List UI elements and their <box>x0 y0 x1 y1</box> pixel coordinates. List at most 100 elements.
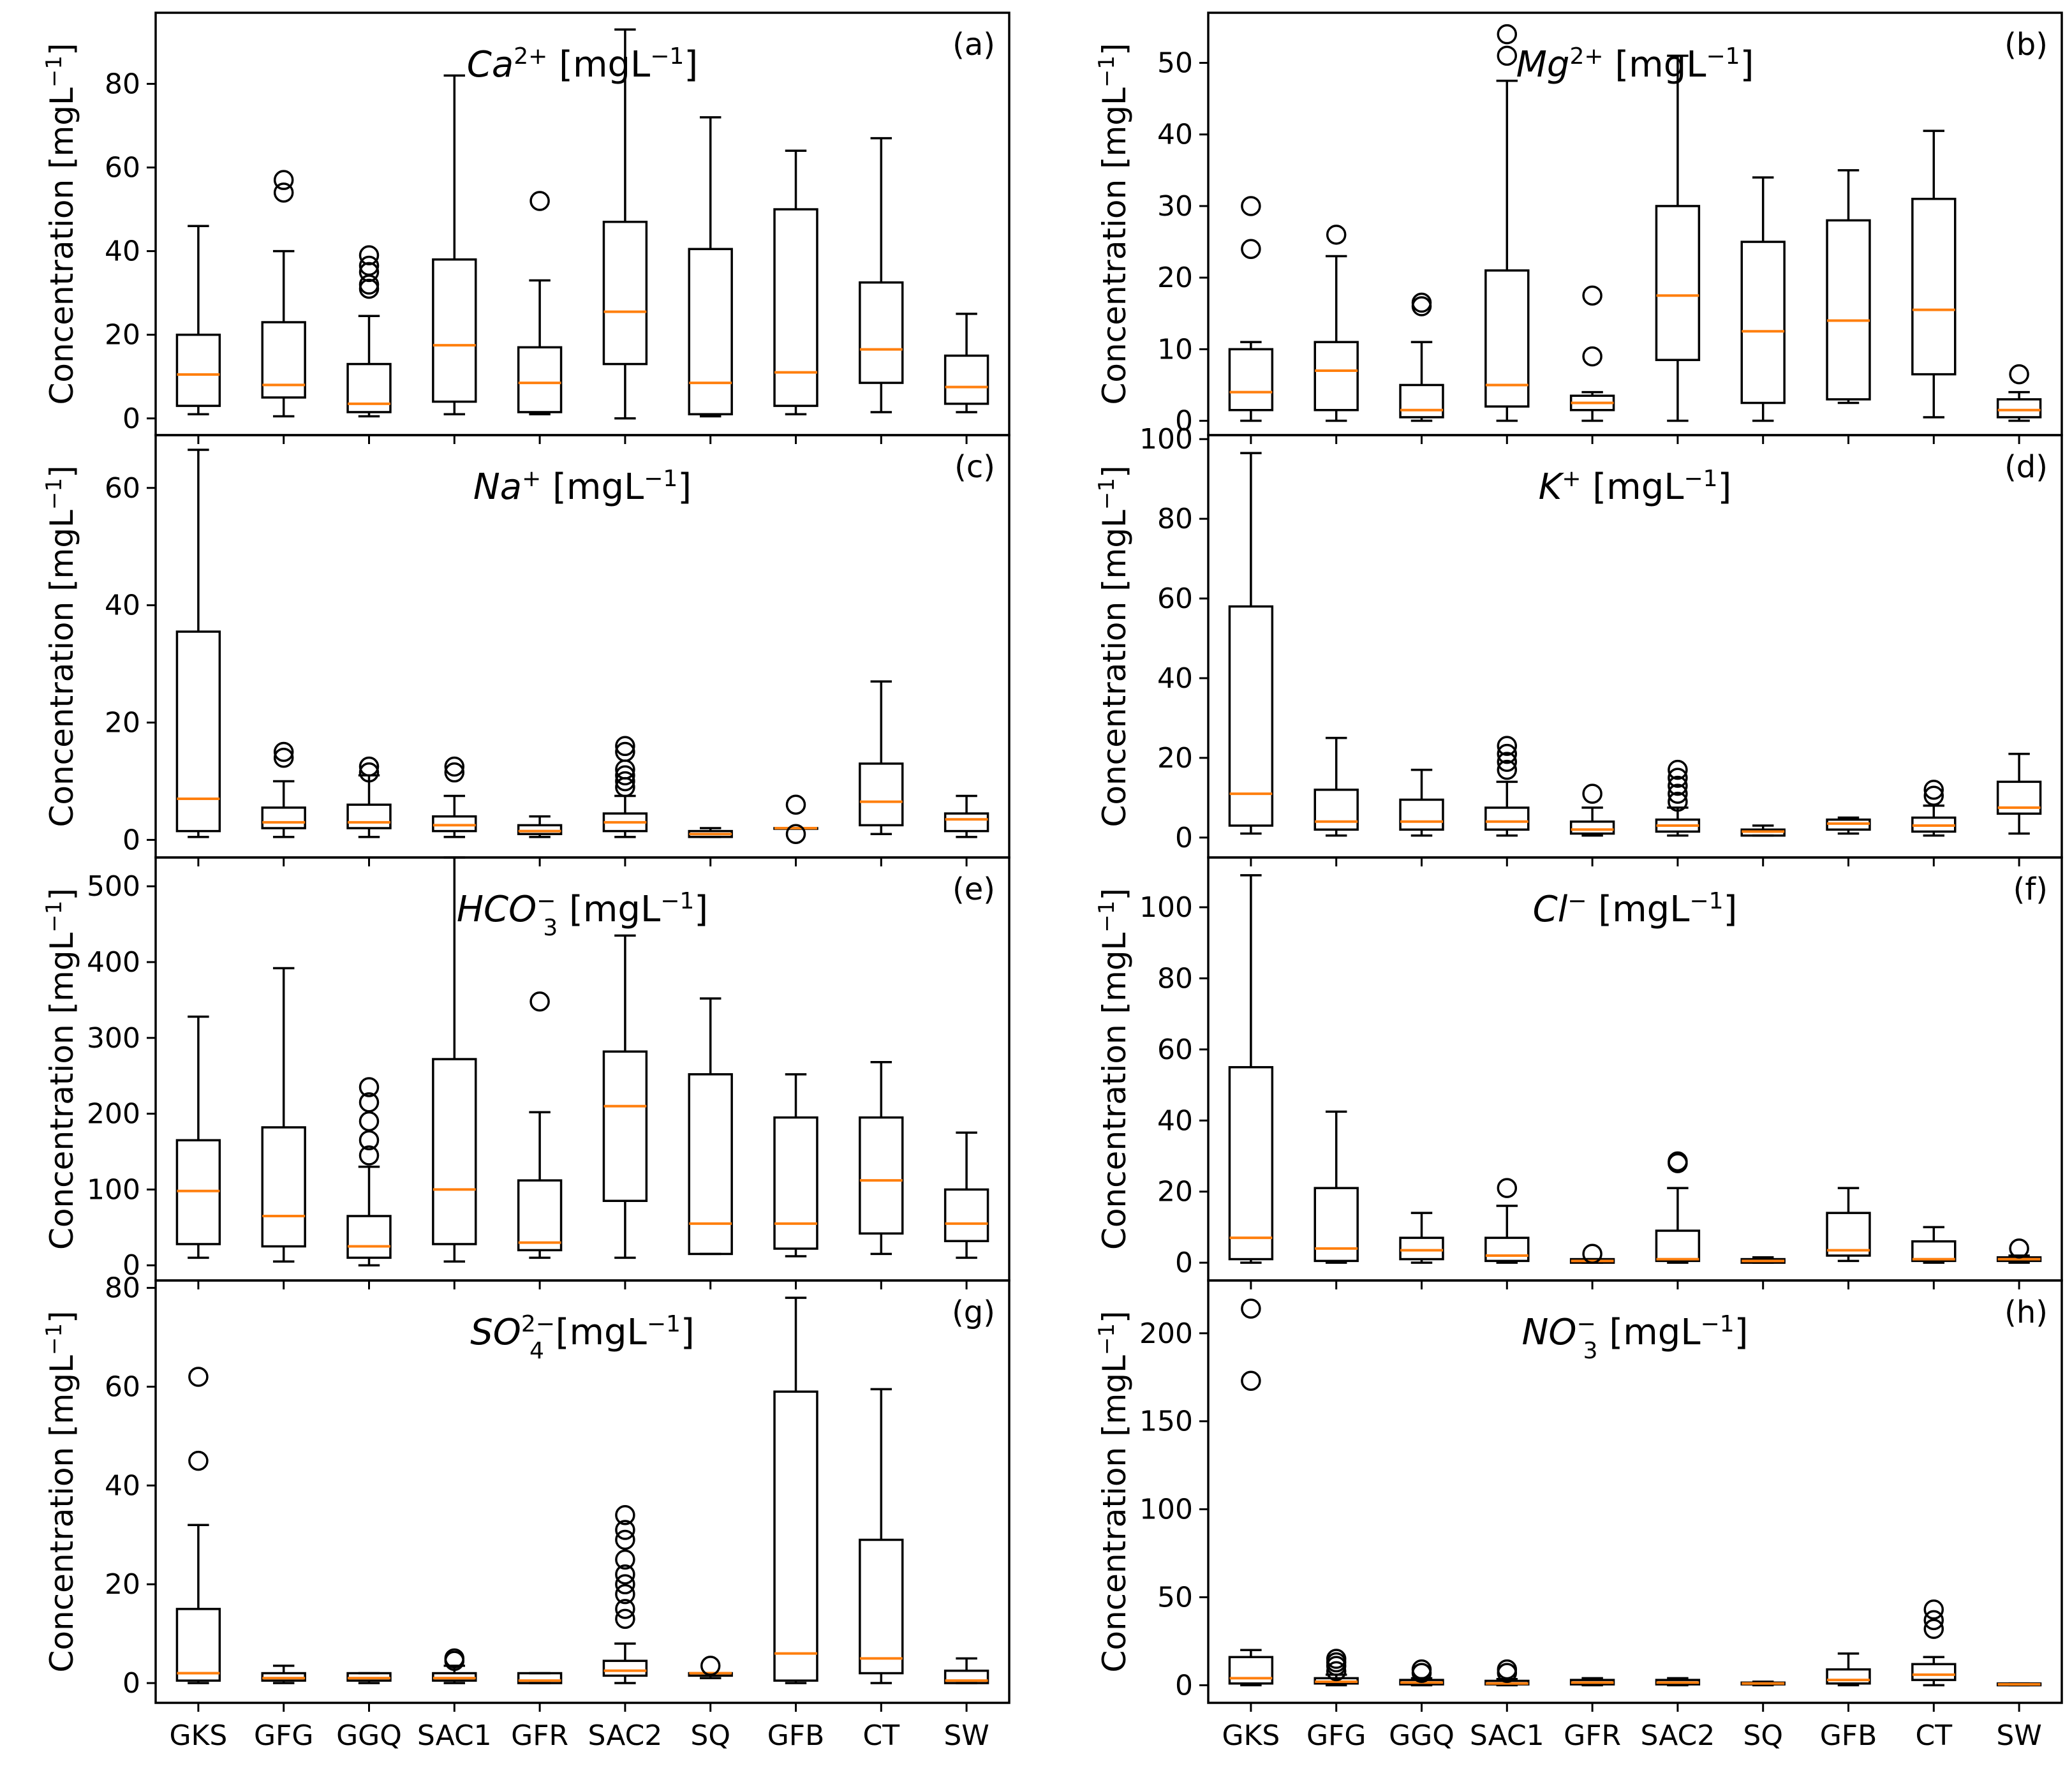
y-tick-label: 0 <box>122 824 140 856</box>
y-tick-label: 0 <box>1175 405 1193 438</box>
box-SW <box>1996 1682 2042 1687</box>
y-axis-label: Concentration [mgL−1] <box>1094 43 1133 404</box>
ion-charge: + <box>522 466 541 492</box>
box-iqr <box>688 1073 733 1256</box>
box-SW <box>944 794 989 838</box>
unit-main: [mgL <box>541 466 644 508</box>
box-iqr <box>944 1188 989 1242</box>
ion-charge: 2− <box>521 1311 555 1337</box>
box-iqr <box>773 1390 818 1682</box>
box-iqr <box>602 220 648 366</box>
box-SQ <box>688 827 733 838</box>
y-tick-label: 100 <box>1139 1494 1193 1526</box>
x-tick-label: GFR <box>511 1719 568 1752</box>
box-GFB <box>1826 1187 1871 1263</box>
box-GFG <box>261 741 306 838</box>
box-GFR <box>517 191 563 415</box>
unit-sup: −1 <box>1701 1311 1735 1337</box>
unit-sup: −1 <box>650 43 684 70</box>
flier-point <box>359 278 380 299</box>
y-tick-label: 200 <box>87 1098 140 1131</box>
unit-end: ] <box>1740 44 1754 85</box>
flier-point <box>1668 1151 1688 1172</box>
y-axis-label-main: Concentration [mgL <box>1096 87 1133 405</box>
panel-title: K+ [mgL−1] <box>1539 466 1732 508</box>
box-iqr <box>432 1058 477 1245</box>
box-iqr <box>517 346 563 413</box>
box-GFB <box>773 1296 818 1684</box>
unit-sup: −1 <box>1706 43 1740 70</box>
y-axis-label: Concentration [mgL−1] <box>1094 888 1133 1250</box>
flier-point <box>273 747 294 768</box>
box-CT <box>859 1388 904 1684</box>
flier-point <box>1497 752 1518 772</box>
flier-point <box>444 1648 465 1669</box>
panel-tag: (a) <box>952 27 995 63</box>
ion-symbol: Ca <box>467 44 514 85</box>
unit-main: [mgL <box>1587 889 1689 930</box>
box-GFG <box>261 967 306 1263</box>
flier-point <box>785 794 806 815</box>
box-iqr <box>346 1215 392 1259</box>
flier-point <box>1668 783 1688 804</box>
box-GFG <box>1314 1649 1359 1687</box>
box-iqr <box>175 630 221 833</box>
flier-point <box>615 1505 635 1525</box>
box-iqr <box>1911 1240 1957 1263</box>
flier-point <box>188 1367 209 1387</box>
flier-point <box>1582 1243 1602 1264</box>
flier-point <box>1923 1599 1944 1620</box>
x-tick-label: CT <box>862 1719 899 1752</box>
y-tick-label: 80 <box>105 68 140 100</box>
box-GFR <box>1569 1243 1615 1264</box>
box-GGQ <box>346 245 392 418</box>
box-CT <box>1911 1599 1957 1687</box>
flier-point <box>1923 780 1944 800</box>
y-tick-label: 200 <box>1139 1317 1193 1350</box>
flier-point <box>1668 768 1688 788</box>
box-GFB <box>1826 169 1871 404</box>
x-tick-label: SQ <box>690 1719 730 1752</box>
box-iqr <box>1314 341 1359 412</box>
flier-point <box>273 170 294 190</box>
box-SAC1 <box>1484 1659 1530 1687</box>
x-tick-label: SQ <box>1743 1719 1783 1752</box>
box-GGQ <box>346 756 392 838</box>
y-tick-label: 50 <box>1157 47 1193 80</box>
box-CT <box>1911 1226 1957 1264</box>
flier-point <box>1923 785 1944 806</box>
box-iqr <box>688 248 733 415</box>
x-tick-label: SAC1 <box>417 1719 492 1752</box>
box-SAC1 <box>1484 736 1530 837</box>
y-tick-label: 40 <box>105 235 140 268</box>
box-GKS <box>1228 196 1274 422</box>
flier-point <box>2009 1238 2029 1259</box>
box-iqr <box>1399 1236 1444 1261</box>
box-SAC2 <box>1655 1151 1701 1264</box>
panel-title: Na+ [mgL−1] <box>473 466 692 508</box>
flier-point <box>1668 791 1688 812</box>
y-tick-label: 100 <box>1139 423 1193 456</box>
box-SAC2 <box>602 736 648 838</box>
flier-point <box>444 762 465 783</box>
y-tick-label: 100 <box>1139 891 1193 924</box>
flier-point <box>615 1608 635 1629</box>
flier-point <box>1241 239 1261 260</box>
x-tick-label: GFG <box>1306 1719 1366 1752</box>
box-iqr <box>1484 269 1530 408</box>
flier-point <box>1326 1649 1347 1669</box>
box-GKS <box>1228 874 1274 1264</box>
flier-point <box>2009 364 2029 385</box>
flier-point <box>1497 736 1518 756</box>
box-SAC2 <box>602 28 648 420</box>
flier-point <box>1497 45 1518 66</box>
box-iqr <box>859 1116 904 1235</box>
box-SQ <box>1740 1681 1786 1687</box>
box-SQ <box>1740 1256 1786 1264</box>
flier-point <box>1668 775 1688 796</box>
box-GFB <box>1826 816 1871 835</box>
y-tick-label: 60 <box>105 472 140 505</box>
box-iqr <box>1569 820 1615 835</box>
y-axis-label: Concentration [mgL−1] <box>1094 1310 1133 1672</box>
y-tick-label: 30 <box>1157 190 1193 223</box>
